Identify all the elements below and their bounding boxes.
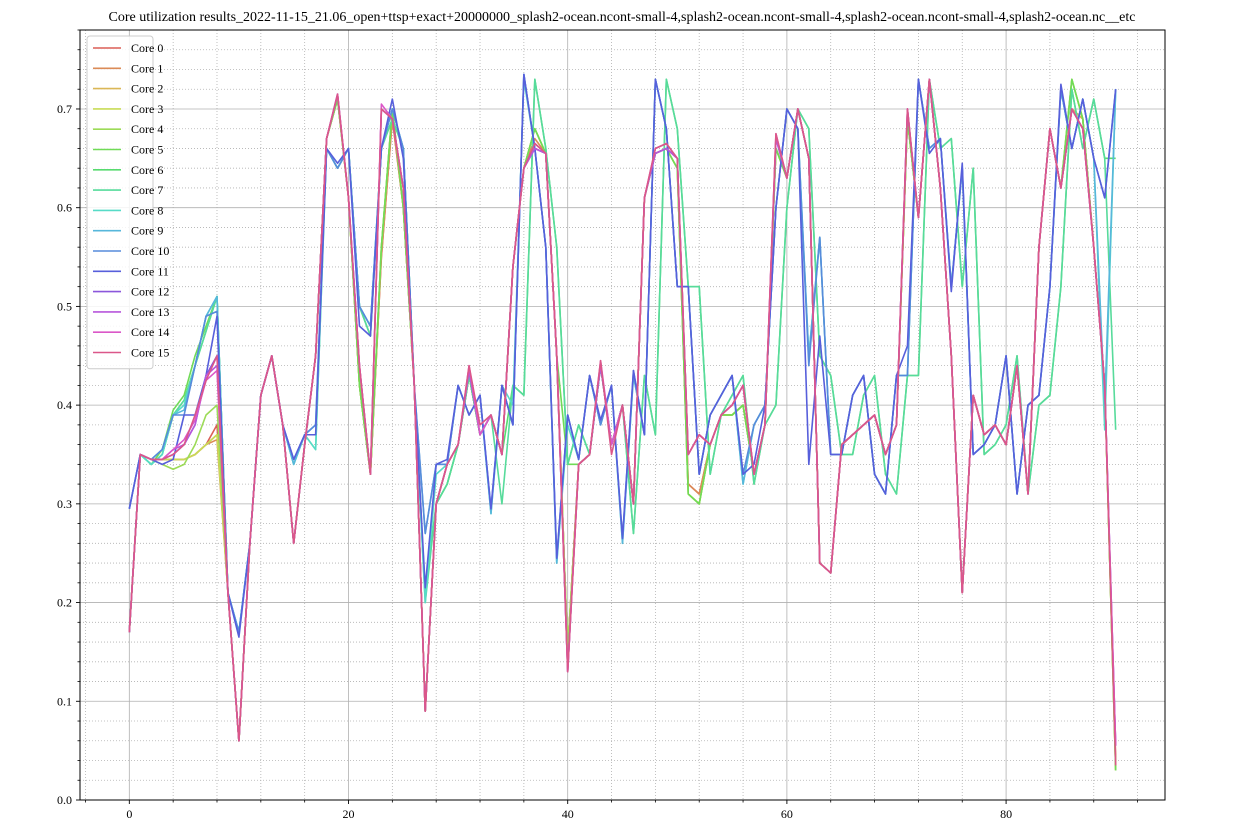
legend-label: Core 13: [131, 305, 169, 319]
y-tick-label: 0.0: [57, 793, 72, 807]
legend-label: Core 3: [131, 102, 163, 116]
legend-label: Core 11: [131, 264, 169, 278]
legend-box: [86, 35, 154, 370]
legend-label: Core 12: [131, 285, 169, 299]
series-line-core-2: [128, 78, 1117, 771]
chart-title: Core utilization results_2022-11-15_21.0…: [108, 10, 1135, 25]
y-tick-label: 0.5: [57, 299, 72, 313]
legend-label: Core 15: [131, 346, 169, 360]
x-tick-label: 40: [562, 807, 574, 821]
legend-label: Core 2: [131, 82, 163, 96]
legend-label: Core 0: [131, 41, 163, 55]
series-line-core-7: [128, 78, 1117, 633]
series-line-core-8: [128, 78, 1117, 633]
axes: 0.0 0.1 0.2 0.3 0.4 0.5 0.6 0.7 0 20 40 60 80: [57, 29, 1139, 821]
series-line-core-11: [128, 73, 1117, 638]
legend: Core 0 Core 1 Core 2 Core 3 Core 4 Core 5 Core…: [86, 35, 169, 370]
y-tick-label: 0.1: [57, 694, 72, 708]
plot-frame: [79, 29, 1166, 801]
series-line-core-1: [128, 78, 1117, 761]
x-tick-label: 60: [781, 807, 793, 821]
y-tick-label: 0.3: [57, 497, 72, 511]
x-tick-label: 20: [343, 807, 355, 821]
x-tick-label: 0: [126, 807, 132, 821]
y-tick-label: 0.6: [57, 201, 72, 215]
series-line-core-10: [128, 73, 1117, 633]
legend-label: Core 10: [131, 244, 169, 258]
series-line-core-5: [128, 78, 1117, 771]
series-lines: [128, 73, 1117, 771]
legend-label: Core 8: [131, 203, 163, 217]
legend-label: Core 9: [131, 224, 163, 238]
x-tick-label: 80: [1000, 807, 1012, 821]
series-line-core-3: [128, 78, 1117, 771]
y-tick-label: 0.2: [57, 596, 72, 610]
y-tick-label: 0.7: [57, 102, 72, 116]
legend-label: Core 4: [131, 122, 163, 136]
series-line-core-9: [128, 73, 1117, 633]
series-line-core-15: [128, 78, 1117, 766]
legend-label: Core 5: [131, 143, 163, 157]
legend-label: Core 6: [131, 163, 163, 177]
legend-label: Core 14: [131, 325, 169, 339]
series-line-core-4: [128, 78, 1117, 771]
legend-label: Core 7: [131, 183, 163, 197]
legend-label: Core 1: [131, 61, 163, 75]
series-line-core-0: [128, 78, 1117, 761]
y-tick-label: 0.4: [57, 398, 72, 412]
